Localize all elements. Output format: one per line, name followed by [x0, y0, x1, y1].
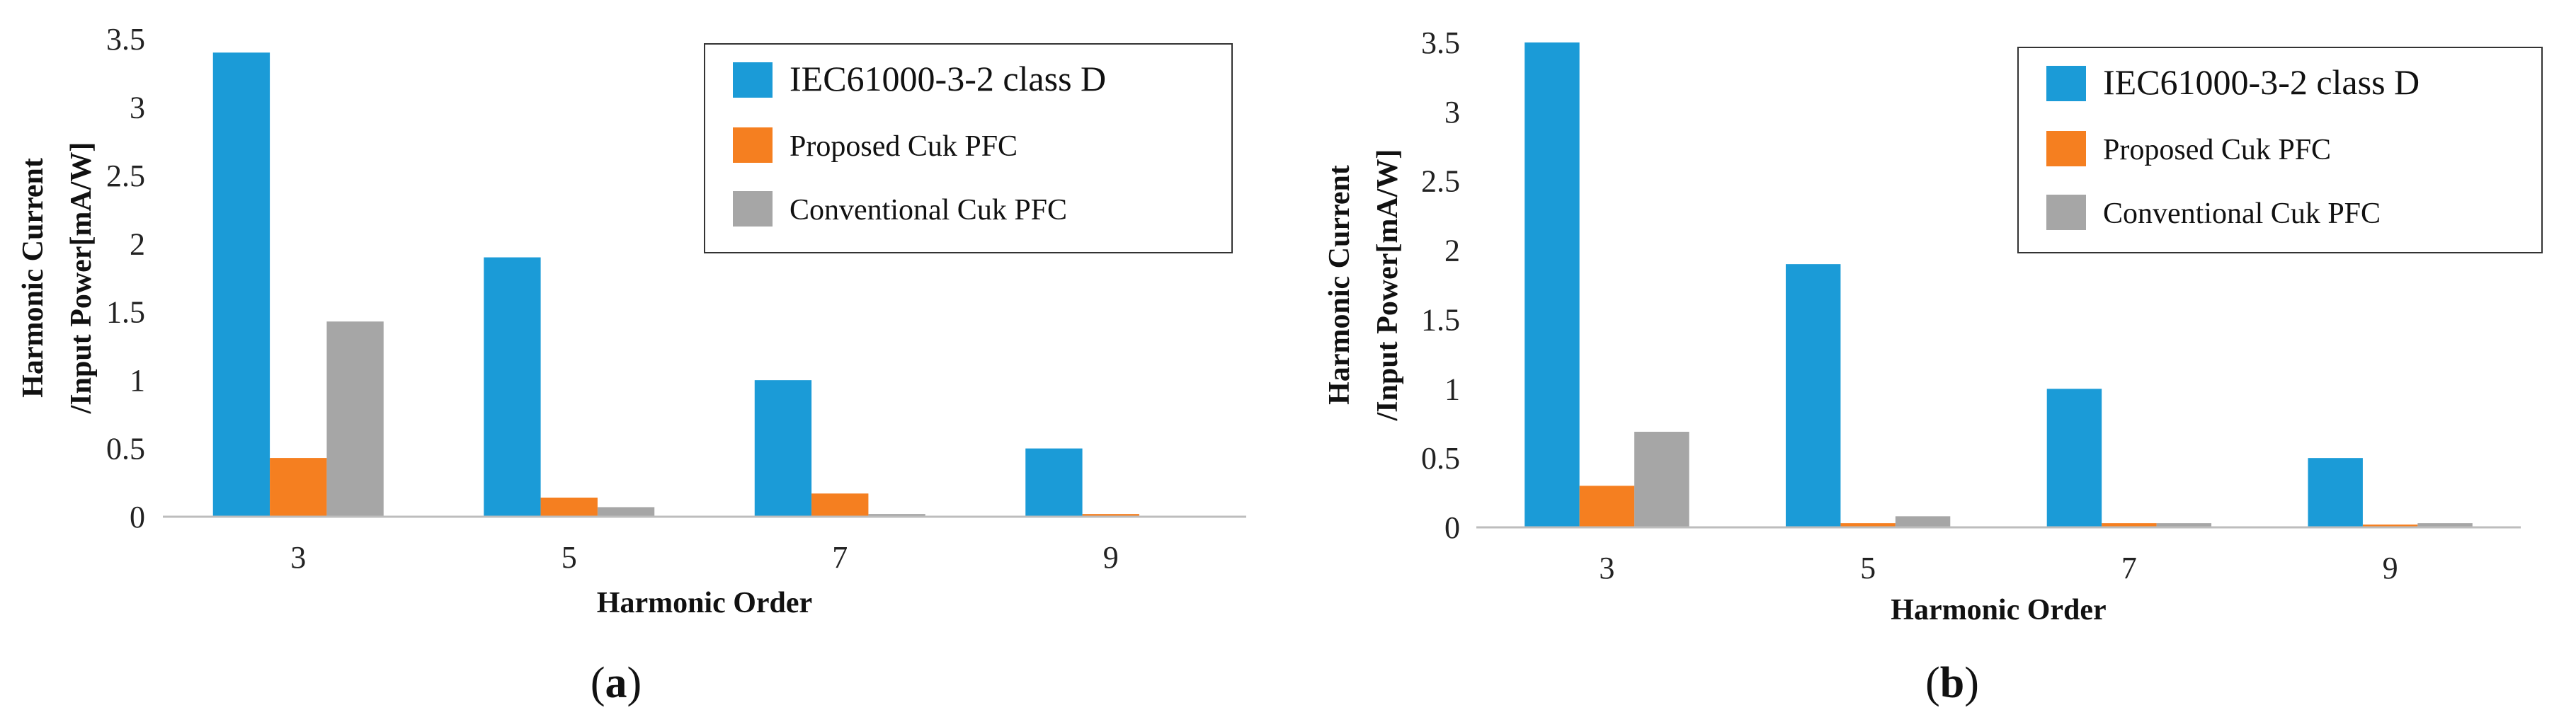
bar-proposed-cuk-pfc-h9 — [1082, 514, 1139, 517]
xtick-label: 5 — [562, 540, 577, 575]
panel-b-caption: (b) — [1925, 659, 1979, 707]
xtick-label: 9 — [2383, 551, 2398, 585]
bar-iec61000-3-2-class-d-h9 — [1025, 448, 1083, 517]
panel-a-legend-label-iec: IEC61000-3-2 class D — [790, 59, 1106, 98]
bar-iec61000-3-2-class-d-h7 — [754, 380, 812, 517]
bar-iec61000-3-2-class-d-h3 — [1524, 42, 1580, 527]
panel-a-legend-label-conventional: Conventional Cuk PFC — [790, 194, 1067, 227]
bar-iec61000-3-2-class-d-h3 — [212, 52, 270, 517]
bar-iec61000-3-2-class-d-h5 — [484, 257, 541, 517]
ytick-label: 1 — [1444, 372, 1460, 406]
bar-conventional-cuk-pfc-h3 — [1634, 431, 1689, 527]
bar-proposed-cuk-pfc-h5 — [540, 498, 598, 517]
xtick-label: 3 — [1599, 551, 1614, 585]
bar-conventional-cuk-pfc-h7 — [868, 514, 925, 517]
ytick-label: 2 — [130, 227, 145, 261]
bar-conventional-cuk-pfc-h7 — [2156, 523, 2212, 527]
panel-b-legend-swatch-iec — [2046, 66, 2086, 101]
bar-conventional-cuk-pfc-h3 — [326, 321, 384, 517]
panel-a-legend-swatch-iec — [733, 62, 773, 98]
panel-b-legend-box — [2017, 47, 2543, 253]
xtick-label: 5 — [1860, 551, 1876, 585]
panel-b-xticks: 3 5 7 9 — [1599, 551, 2398, 585]
bar-conventional-cuk-pfc-h5 — [597, 507, 655, 517]
bar-proposed-cuk-pfc-h7 — [2102, 523, 2157, 527]
ytick-label: 1 — [130, 363, 145, 398]
panel-a-y-axis-title-line1: Harmonic Current — [17, 158, 50, 398]
panel-b-legend-swatch-conventional — [2046, 195, 2086, 230]
bar-iec61000-3-2-class-d-h7 — [2046, 389, 2102, 527]
ytick-label: 2 — [1444, 234, 1460, 268]
bar-proposed-cuk-pfc-h7 — [811, 493, 869, 517]
panel-b-x-axis-title: Harmonic Order — [1891, 594, 2106, 626]
ytick-label: 2.5 — [1421, 164, 1460, 199]
panel-a-bars — [212, 52, 1139, 517]
panel-b-caption-open: ( — [1925, 659, 1940, 707]
panel-a-legend-box — [704, 43, 1233, 253]
ytick-label: 0.5 — [106, 432, 145, 466]
xtick-label: 9 — [1103, 540, 1119, 575]
panel-b-legend-label-proposed: Proposed Cuk PFC — [2103, 134, 2331, 166]
panel-a-x-axis-title: Harmonic Order — [597, 587, 812, 619]
xtick-label: 3 — [290, 540, 306, 575]
panel-a-chart: 0 0.5 1 1.5 2 2.5 3 3.5 3 5 7 9 Harmonic Current /… — [17, 22, 1246, 707]
ytick-label: 1.5 — [1421, 302, 1460, 337]
panel-a-y-axis-title-line2: /Input Power[mA/W] — [65, 142, 98, 415]
panel-b-y-axis-title-line1: Harmonic Current — [1323, 165, 1356, 405]
ytick-label: 3.5 — [106, 22, 145, 57]
ytick-label: 2.5 — [106, 159, 145, 193]
panel-a-legend-swatch-conventional — [733, 191, 773, 227]
panel-a-caption-open: ( — [591, 659, 605, 707]
ytick-label: 3 — [130, 90, 145, 125]
panel-b-chart: 0 0.5 1 1.5 2 2.5 3 3.5 3 5 7 9 Harmonic Current /… — [1323, 25, 2543, 707]
panel-a-legend: IEC61000-3-2 class D Proposed Cuk PFC Co… — [704, 43, 1233, 253]
ytick-label: 3.5 — [1421, 25, 1460, 60]
ytick-label: 0.5 — [1421, 441, 1460, 476]
panel-a-xticks: 3 5 7 9 — [290, 540, 1119, 575]
panel-a-legend-label-proposed: Proposed Cuk PFC — [790, 130, 1018, 163]
xtick-label: 7 — [2121, 551, 2137, 585]
ytick-label: 1.5 — [106, 295, 145, 330]
panel-b-legend-swatch-proposed — [2046, 131, 2086, 166]
bar-iec61000-3-2-class-d-h9 — [2308, 458, 2363, 527]
panel-b-y-axis-title-line2: /Input Power[mA/W] — [1372, 149, 1404, 422]
bar-iec61000-3-2-class-d-h5 — [1785, 264, 1841, 527]
panel-a-caption-close: ) — [627, 659, 642, 707]
ytick-label: 0 — [130, 500, 145, 534]
panel-b-legend: IEC61000-3-2 class D Proposed Cuk PFC Co… — [2017, 47, 2543, 253]
panel-b-caption-close: ) — [1964, 659, 1979, 707]
panel-b-legend-label-iec: IEC61000-3-2 class D — [2103, 62, 2420, 102]
panel-a-caption-letter: a — [605, 659, 627, 707]
panel-b-yticks: 0 0.5 1 1.5 2 2.5 3 3.5 — [1421, 25, 1460, 545]
bar-proposed-cuk-pfc-h3 — [1579, 486, 1635, 527]
panel-b-bars — [1524, 42, 2473, 527]
panel-b-legend-label-conventional: Conventional Cuk PFC — [2103, 197, 2381, 230]
bar-proposed-cuk-pfc-h9 — [2362, 525, 2418, 527]
panel-a-caption: (a) — [591, 659, 642, 707]
panel-b-caption-letter: b — [1940, 659, 1964, 707]
bar-proposed-cuk-pfc-h5 — [1840, 523, 1896, 527]
xtick-label: 7 — [832, 540, 848, 575]
bar-proposed-cuk-pfc-h3 — [270, 458, 327, 517]
ytick-label: 3 — [1444, 95, 1460, 130]
panel-a-yticks: 0 0.5 1 1.5 2 2.5 3 3.5 — [106, 22, 145, 534]
panel-a-legend-swatch-proposed — [733, 127, 773, 163]
bar-conventional-cuk-pfc-h5 — [1895, 516, 1951, 527]
bar-conventional-cuk-pfc-h9 — [2417, 523, 2473, 527]
ytick-label: 0 — [1444, 510, 1460, 545]
